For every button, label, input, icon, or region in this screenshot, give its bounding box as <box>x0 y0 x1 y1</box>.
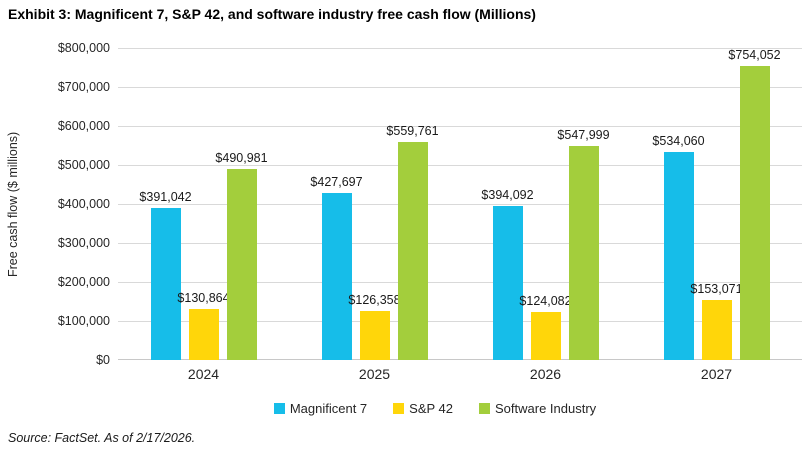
bar-s-p-42-2027 <box>701 300 732 360</box>
gridline <box>118 126 802 127</box>
y-tick-label: $200,000 <box>57 275 110 289</box>
source-note: Source: FactSet. As of 2/17/2026. <box>8 431 196 445</box>
gridline <box>118 243 802 244</box>
bar-software-industry-2025 <box>397 141 428 360</box>
legend-swatch-s-p-42 <box>393 403 405 414</box>
bar-magnificent-7-2025 <box>321 193 352 360</box>
y-tick-label: $300,000 <box>57 236 110 250</box>
x-tick-label: 2027 <box>700 366 733 382</box>
legend-label: S&P 42 <box>409 401 454 416</box>
bar-value-label: $490,981 <box>215 150 268 165</box>
bar-value-label: $153,071 <box>690 282 743 297</box>
y-tick-label: $500,000 <box>57 158 110 172</box>
legend-item-software-industry: Software Industry <box>479 401 596 416</box>
legend-swatch-software-industry <box>479 403 491 414</box>
bar-magnificent-7-2027 <box>663 151 694 360</box>
bar-value-label: $391,042 <box>139 189 192 204</box>
x-tick-label: 2025 <box>358 366 391 382</box>
x-axis-line <box>118 359 802 360</box>
bar-value-label: $754,052 <box>728 47 781 62</box>
legend-label: Magnificent 7 <box>289 401 368 416</box>
y-tick-label: $800,000 <box>57 41 110 55</box>
legend-item-magnificent-7: Magnificent 7 <box>273 401 368 416</box>
gridline <box>118 282 802 283</box>
bar-value-label: $427,697 <box>310 175 363 190</box>
gridline <box>118 165 802 166</box>
bar-software-industry-2024 <box>226 168 257 360</box>
bar-value-label: $124,082 <box>519 293 572 308</box>
gridline <box>118 87 802 88</box>
y-tick-label: $700,000 <box>57 80 110 94</box>
bar-value-label: $547,999 <box>557 128 610 143</box>
bar-s-p-42-2025 <box>359 310 390 360</box>
legend: Magnificent 7 S&P 42 Software Industry <box>60 401 810 416</box>
bar-value-label: $534,060 <box>652 133 705 148</box>
y-tick-label: $400,000 <box>57 197 110 211</box>
plot-area: $391,042 $130,864 $490,981 $427,697 $126,358… <box>118 48 802 360</box>
legend-item-s-p-42: S&P 42 <box>393 401 453 416</box>
y-tick-label: $0 <box>96 353 110 367</box>
bar-software-industry-2026 <box>568 146 599 360</box>
bar-s-p-42-2024 <box>188 308 219 360</box>
bar-value-label: $559,761 <box>386 123 439 138</box>
x-tick-label: 2026 <box>529 366 562 382</box>
gridline <box>118 204 802 205</box>
bar-value-label: $394,092 <box>481 188 534 203</box>
gridline <box>118 321 802 322</box>
y-tick-label: $600,000 <box>57 119 110 133</box>
gridline <box>118 48 802 49</box>
x-axis-tick-labels: 2024 2025 2026 2027 <box>118 366 802 384</box>
legend-label: Software Industry <box>495 401 597 416</box>
bar-magnificent-7-2026 <box>492 206 523 360</box>
bar-value-label: $126,358 <box>348 292 401 307</box>
bar-value-label: $130,864 <box>177 290 230 305</box>
y-axis-tick-labels: $0 $100,000 $200,000 $300,000 $400,000 $500,0… <box>0 41 110 367</box>
chart-title: Exhibit 3: Magnificent 7, S&P 42, and so… <box>8 6 536 22</box>
y-tick-label: $100,000 <box>57 314 110 328</box>
bar-s-p-42-2026 <box>530 311 561 360</box>
bar-software-industry-2027 <box>739 65 770 360</box>
bar-magnificent-7-2024 <box>150 207 181 360</box>
legend-swatch-magnificent-7 <box>273 403 285 414</box>
x-tick-label: 2024 <box>187 366 220 382</box>
